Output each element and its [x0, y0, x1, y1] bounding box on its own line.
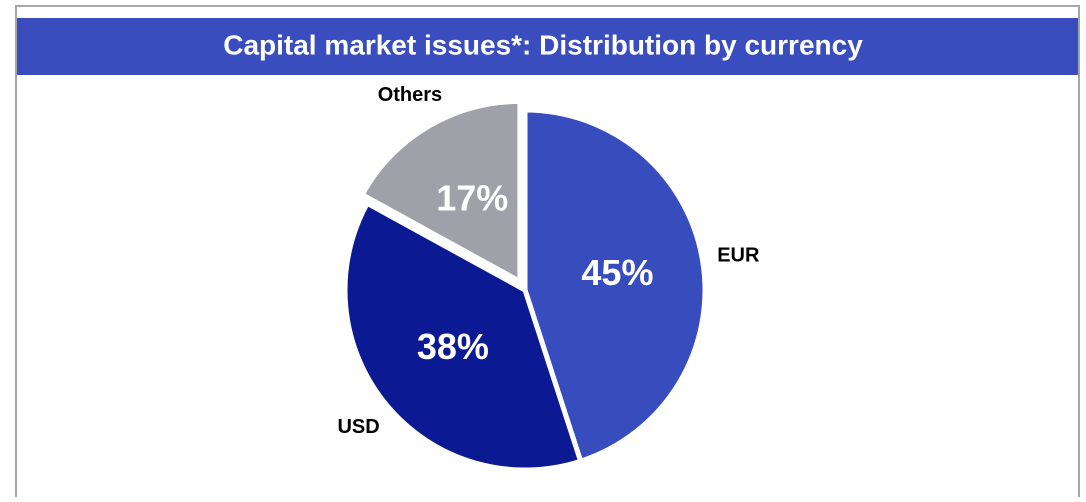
slice-category-label: EUR: [717, 244, 760, 266]
chart-title: Capital market issues*: Distribution by …: [223, 29, 863, 60]
slice-value-label: 17%: [436, 177, 508, 218]
pie-slice: [522, 107, 708, 465]
slice-category-label: Others: [378, 84, 442, 106]
slice-value-label: 38%: [417, 326, 489, 367]
slice-value-label: 45%: [581, 252, 653, 293]
pie-slice: [342, 199, 584, 473]
pie-slice: [358, 98, 523, 286]
title-bar: [17, 18, 1078, 75]
slice-category-label: USD: [337, 416, 379, 438]
